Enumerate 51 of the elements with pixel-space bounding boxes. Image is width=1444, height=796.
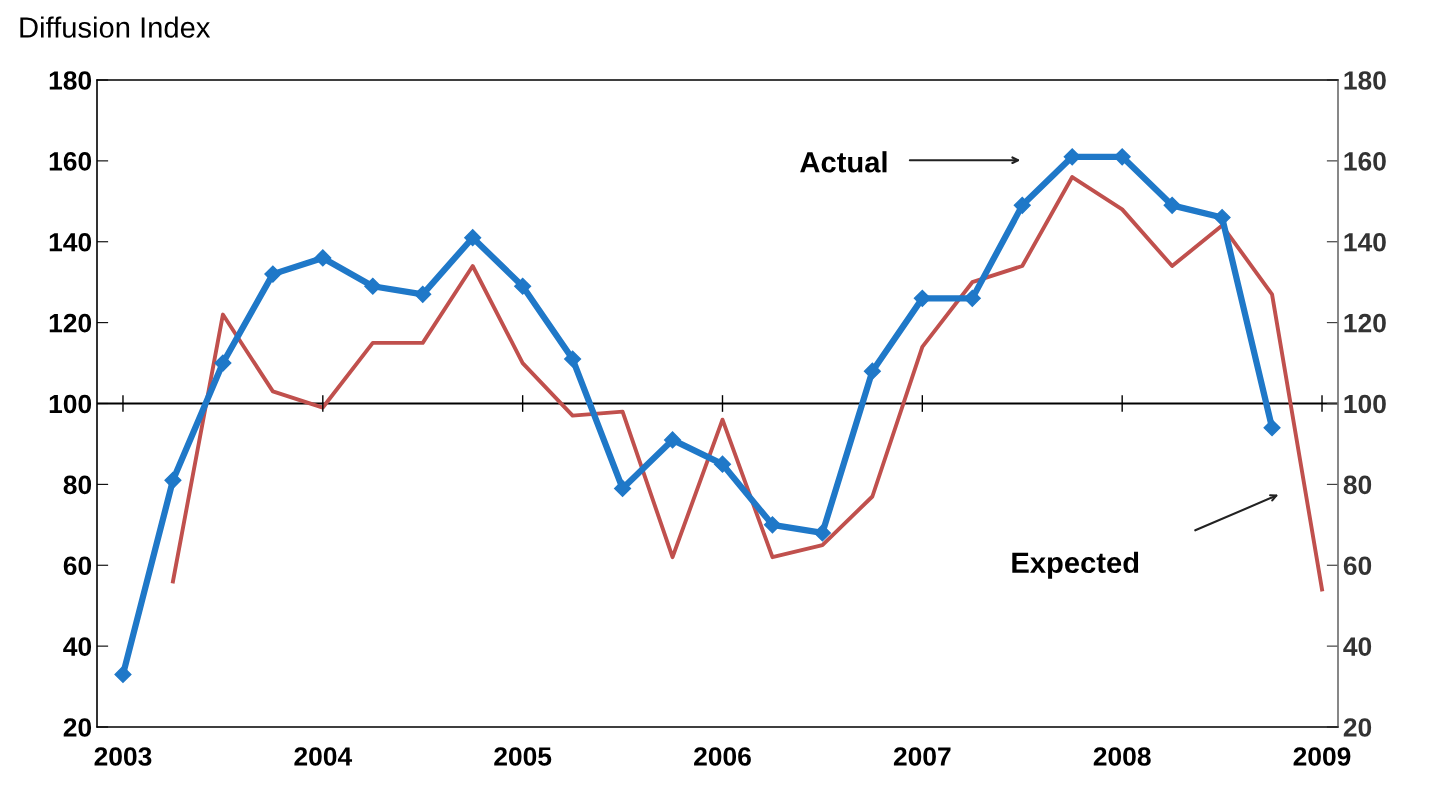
line-series bbox=[170, 175, 1324, 592]
y2-tick-label: 60 bbox=[1343, 556, 1372, 576]
point bbox=[614, 479, 632, 497]
y-tick-label: 60 bbox=[63, 556, 92, 576]
point bbox=[713, 455, 732, 473]
point bbox=[763, 516, 782, 534]
point bbox=[314, 249, 332, 267]
y2-tick-label: 180 bbox=[1344, 71, 1386, 90]
y-tick-label: 160 bbox=[49, 152, 92, 171]
y-tick-label: 120 bbox=[49, 313, 92, 333]
y2-tick-label: 80 bbox=[1343, 475, 1372, 495]
y-axis-title: Diffusion Index bbox=[20, 16, 211, 38]
annotation: Actual bbox=[800, 151, 887, 173]
y2-tick-label: 40 bbox=[1343, 637, 1372, 656]
y2-tick-label: 20 bbox=[1343, 718, 1372, 737]
point bbox=[813, 524, 831, 542]
point bbox=[663, 431, 682, 449]
y2-tick-label: 100 bbox=[1344, 394, 1386, 414]
x-tick-label: 2005 bbox=[494, 747, 552, 766]
point bbox=[1263, 419, 1281, 437]
x-tick-label: 2003 bbox=[94, 747, 152, 766]
x-tick-label: 2004 bbox=[294, 747, 353, 766]
x-tick-label: 2007 bbox=[893, 747, 951, 766]
y2-tick-label: 120 bbox=[1344, 313, 1386, 333]
point bbox=[164, 471, 182, 489]
point bbox=[214, 354, 232, 372]
point bbox=[464, 229, 482, 247]
point bbox=[1063, 148, 1081, 166]
point bbox=[414, 285, 432, 303]
point bbox=[264, 265, 282, 283]
point bbox=[364, 277, 382, 295]
y-tick-label: 180 bbox=[49, 71, 92, 90]
point bbox=[1213, 208, 1231, 227]
y2-tick-label: 160 bbox=[1344, 152, 1386, 171]
point bbox=[514, 277, 532, 295]
point bbox=[564, 350, 582, 368]
y-tick-label: 100 bbox=[49, 394, 92, 414]
x-tick-label: 2008 bbox=[1093, 747, 1151, 766]
point bbox=[1013, 196, 1031, 214]
y2-tick-label: 140 bbox=[1344, 232, 1386, 252]
annotation: Expected bbox=[1012, 551, 1139, 579]
point bbox=[913, 289, 931, 307]
point bbox=[1163, 196, 1181, 214]
y-tick-label: 140 bbox=[49, 232, 92, 252]
x-tick-label: 2009 bbox=[1293, 747, 1351, 766]
y-tick-label: 20 bbox=[63, 718, 92, 737]
point bbox=[863, 362, 881, 380]
x-tick-label: 2006 bbox=[694, 747, 751, 766]
point bbox=[114, 665, 132, 683]
y-tick-label: 40 bbox=[63, 637, 92, 656]
y-tick-label: 80 bbox=[63, 475, 92, 495]
